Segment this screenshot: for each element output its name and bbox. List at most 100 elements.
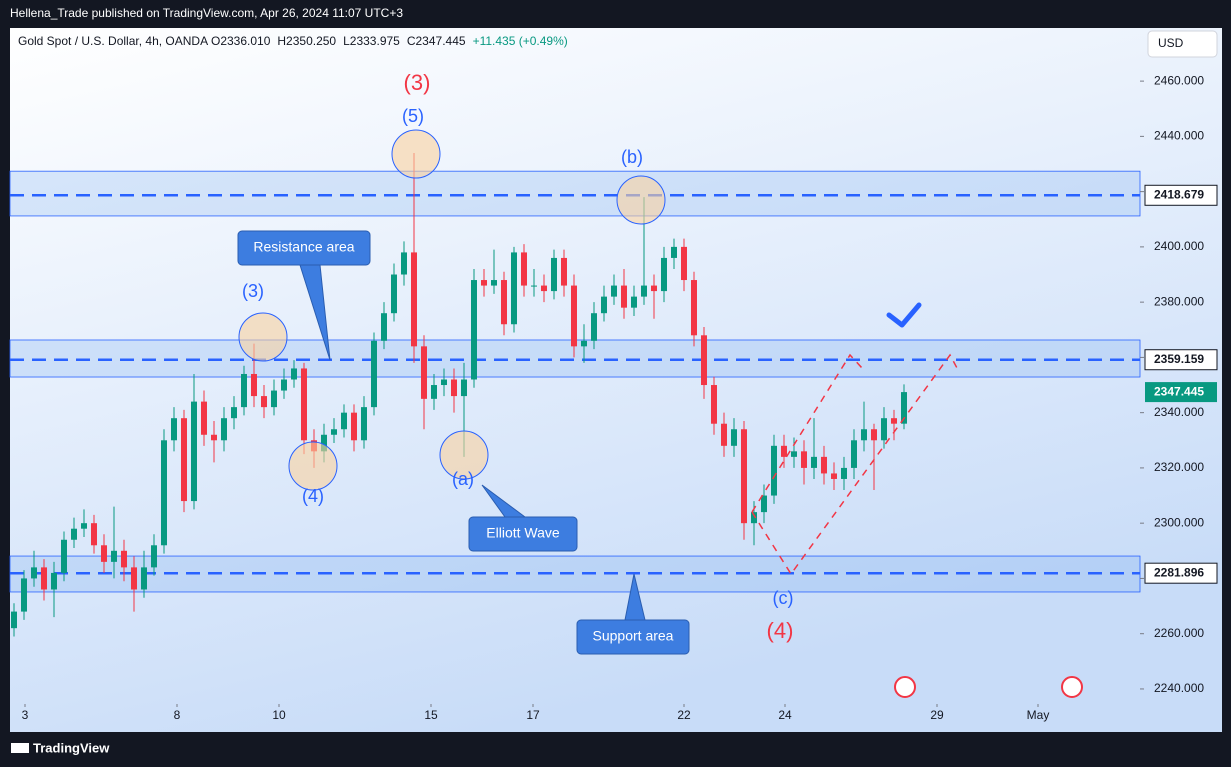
callout-box <box>576 619 690 655</box>
candle-body <box>91 523 97 546</box>
wave-projection <box>751 353 958 576</box>
candle-body <box>731 429 737 446</box>
callout-box <box>468 516 578 552</box>
ohlc-value: O2336.010 <box>211 34 271 48</box>
candle-body <box>451 379 457 397</box>
candle-body <box>801 451 807 468</box>
candle-body <box>281 379 287 391</box>
candle-body <box>211 434 217 441</box>
candle-body <box>331 429 337 435</box>
y-tick-label: 2320.000 <box>1154 460 1204 474</box>
candle-body <box>171 418 177 441</box>
level-label: 2359.159 <box>1154 352 1204 366</box>
callout-text: Elliott Wave <box>486 525 560 541</box>
candle-body <box>571 285 577 347</box>
candle-body <box>771 445 777 496</box>
candle-body <box>431 385 437 399</box>
highlight-circle <box>288 441 338 491</box>
y-tick-label: 2460.000 <box>1154 73 1204 87</box>
x-tick-label: 8 <box>174 708 181 722</box>
candle-body <box>381 313 387 341</box>
candle-body <box>291 368 297 380</box>
candle-body <box>471 280 477 380</box>
wave-label: (a) <box>452 469 474 489</box>
candle-body <box>181 418 187 502</box>
candle-body <box>701 335 707 386</box>
wave-label: (4) <box>302 486 324 506</box>
x-tick-label: 3 <box>22 708 29 722</box>
last-price-label: 2347.445 <box>1154 384 1204 398</box>
candle-body <box>221 418 227 441</box>
level-tag <box>1144 349 1218 371</box>
candle-body <box>251 373 257 397</box>
wave-label: (5) <box>402 106 424 126</box>
candle-body <box>721 423 727 446</box>
candle-body <box>871 429 877 441</box>
candle-body <box>691 280 697 336</box>
last-price-tag <box>1145 382 1217 403</box>
currency[interactable]: USD <box>1158 36 1184 50</box>
callout-text: Support area <box>593 628 674 644</box>
callout-text: Resistance area <box>253 239 354 255</box>
chart-panel <box>10 28 1222 732</box>
x-tick-label: 22 <box>677 708 691 722</box>
candle-body <box>271 390 277 408</box>
candle-body <box>371 340 377 408</box>
highlight-circle <box>439 430 489 480</box>
ohlc-value: H2350.250 <box>277 34 336 48</box>
candle-body <box>461 379 467 397</box>
candle-body <box>841 467 847 479</box>
candle-body <box>301 368 307 441</box>
candle-body <box>711 385 717 424</box>
level-tag <box>1144 562 1218 584</box>
y-tick-label: 2380.000 <box>1154 294 1204 308</box>
candle-body <box>861 429 867 441</box>
candle-body <box>581 340 587 347</box>
candle-body <box>101 545 107 562</box>
currency-button[interactable] <box>1147 30 1218 58</box>
level-tag <box>1144 184 1218 206</box>
wave-label: (3) <box>242 281 264 301</box>
candle-body <box>781 445 787 457</box>
candle-body <box>421 346 427 399</box>
x-tick-label: May <box>1027 708 1050 722</box>
checkmark <box>886 302 922 328</box>
y-tick-label: 2240.000 <box>1154 681 1204 695</box>
candle-body <box>401 252 407 275</box>
candle-body <box>541 285 547 292</box>
candle-body <box>891 418 897 424</box>
candle-body <box>761 495 767 513</box>
wave-projection <box>751 353 863 513</box>
highlight-circle <box>616 175 666 225</box>
y-tick-label: 2400.000 <box>1154 239 1204 253</box>
candle-body <box>881 418 887 441</box>
ohlc-value: L2333.975 <box>343 34 400 48</box>
candle-body <box>831 473 837 479</box>
candle-body <box>41 567 47 590</box>
candle-body <box>11 611 17 629</box>
candle-body <box>61 539 67 573</box>
candle-body <box>671 246 677 258</box>
candle-body <box>31 567 37 579</box>
y-tick-label: 2300.000 <box>1154 515 1204 529</box>
candle-body <box>551 257 557 292</box>
candle-body <box>71 528 77 540</box>
x-tick-label: 17 <box>526 708 540 722</box>
candle-body <box>791 451 797 457</box>
candle-body <box>601 296 607 314</box>
candle-body <box>411 252 417 347</box>
zone <box>9 555 1141 593</box>
candle-body <box>131 567 137 590</box>
wave-label: (3) <box>404 70 431 95</box>
candle-body <box>341 412 347 430</box>
wave-label: (4) <box>767 618 794 643</box>
x-tick-label: 15 <box>424 708 438 722</box>
candle-body <box>651 285 657 292</box>
candle-body <box>811 456 817 468</box>
candle-body <box>661 257 667 292</box>
candle-body <box>261 396 267 408</box>
candle-body <box>121 550 127 568</box>
highlight-circle <box>391 129 441 179</box>
candle-body <box>681 246 687 281</box>
